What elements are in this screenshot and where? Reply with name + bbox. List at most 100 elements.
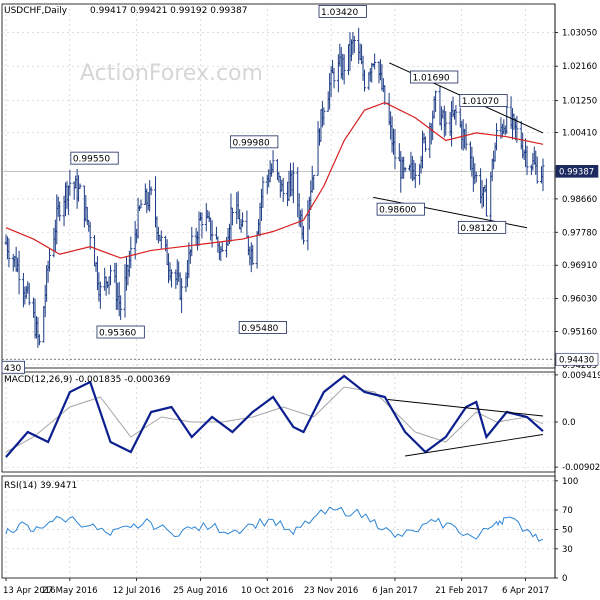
y-tick-label: 70: [562, 506, 573, 516]
ohlc-readout: 0.99417 0.99421 0.99192 0.99387: [90, 6, 247, 16]
rsi-panel: [5, 506, 544, 542]
y-tick-label: 0.96030: [562, 295, 597, 305]
ohlc-bar: [261, 176, 265, 208]
price-point-label-text: 1.01690: [412, 74, 449, 84]
ohlc-bar: [352, 36, 356, 53]
ohlc-bar: [58, 201, 62, 222]
y-tick-label: 0: [562, 574, 567, 584]
signal-line: [5, 386, 544, 453]
ohlc-bar: [37, 334, 41, 346]
ohlc-bar: [362, 69, 366, 92]
level-tag-text: 0.94430: [559, 355, 594, 365]
y-tick-label: 0.95160: [562, 328, 597, 338]
price-point-label-text: 0.98120: [460, 224, 497, 234]
x-tick-label: 10 Oct 2016: [241, 586, 294, 596]
last-price-tag: 0.99387: [555, 165, 599, 178]
y-tick-label: 0.97780: [562, 228, 597, 238]
macd-trendline: [405, 434, 544, 457]
x-tick-label: 6 Jan 2017: [372, 586, 418, 596]
y-tick-label: 0.0: [562, 418, 576, 428]
price-point-label: 0.95480: [238, 321, 287, 334]
price-point-label: 430: [1, 360, 26, 374]
price-title: USDCHF,Daily: [4, 6, 68, 16]
price-point-label-text: 0.95480: [241, 324, 278, 334]
x-tick-label: 12 Jul 2016: [113, 586, 161, 596]
ohlc-bar: [220, 241, 224, 253]
price-point-label-box: [376, 202, 425, 216]
price-point-label-box: [318, 5, 367, 18]
ohlc-bar: [281, 177, 285, 202]
ohlc-bar: [180, 278, 184, 313]
ohlc-bar: [139, 199, 143, 209]
ohlc-bar: [241, 212, 245, 227]
ohlc-bar: [434, 90, 438, 113]
y-tick-label: 1.00410: [562, 129, 597, 139]
ohlc-bar: [129, 236, 133, 269]
ohlc-bar: [474, 171, 478, 183]
ohlc-bar: [525, 145, 529, 176]
ohlc-bar: [535, 156, 539, 184]
ohlc-bar: [413, 162, 417, 189]
ohlc-bar: [495, 123, 499, 151]
price-point-label-text: 1.01070: [462, 97, 499, 107]
ohlc-bar: [159, 230, 163, 249]
y-tick-label: 50: [562, 525, 573, 535]
ohlc-bar: [169, 269, 173, 288]
ohlc-bar: [119, 295, 123, 320]
level-tag: 0.94430: [555, 352, 599, 366]
last-price-tag-text: 0.99387: [559, 167, 594, 177]
y-tick-label: 100: [562, 477, 578, 487]
price-point-label-text: 0.98600: [379, 206, 416, 216]
ohlc-bar: [78, 183, 82, 189]
ohlc-bar: [302, 225, 306, 245]
ohlc-bar: [251, 244, 255, 265]
x-tick-label: 23 Nov 2016: [304, 586, 358, 596]
price-point-label-text: 430: [4, 364, 21, 374]
price-point-label-box: [230, 135, 279, 149]
ohlc-bar: [393, 129, 397, 170]
price-point-label-box: [96, 325, 145, 339]
ohlc-bar: [108, 265, 112, 286]
rsi-line: [5, 506, 544, 542]
y-tick-label: 0.96910: [562, 261, 597, 271]
y-tick-label: 1.03050: [562, 28, 597, 38]
ohlc-bar: [271, 150, 275, 173]
y-tick-label: 0.009419: [562, 371, 600, 381]
ohlc-bar: [291, 162, 295, 204]
ohlc-bar: [423, 136, 427, 152]
price-point-label-box: [70, 151, 119, 165]
ohlc-bar: [342, 54, 346, 85]
y-tick-label: 0.98660: [562, 195, 597, 205]
ohlc-bar: [484, 178, 488, 217]
y-tick-label: 0.94285: [562, 361, 597, 371]
ohlc-bar: [200, 212, 204, 239]
ohlc-bar: [68, 169, 72, 196]
ohlc-bar: [48, 248, 52, 272]
moving-average-line: [5, 101, 544, 259]
price-point-label-box: [457, 220, 507, 234]
ohlc-bar: [454, 105, 458, 126]
price-panel: 1.03420 1.01690 1.01070 0.99980 0.99550 0.986…: [1, 5, 599, 374]
y-tick-label: -0.009024: [562, 463, 600, 473]
price-point-label-box: [410, 70, 459, 84]
x-tick-label: 25 Aug 2016: [173, 586, 227, 596]
level-tag-box: [555, 352, 599, 366]
price-point-label-box: [1, 360, 26, 374]
x-tick-label: 13 Apr 2016: [3, 586, 56, 596]
price-point-label-box: [238, 321, 287, 334]
macd-title: MACD(12,26,9) -0.001835 -0.000369: [4, 375, 171, 385]
macd-panel: [5, 374, 544, 458]
ohlc-bar: [27, 282, 31, 306]
ohlc-bar: [373, 53, 377, 70]
price-point-label: 1.01690: [410, 70, 459, 84]
last-price-tag-box: [555, 165, 599, 178]
y-tick-label: 1.01250: [562, 97, 597, 107]
price-point-label-text: 0.99980: [232, 138, 269, 148]
ohlc-bar: [444, 111, 448, 136]
x-tick-label: 27 May 2016: [42, 586, 97, 596]
x-tick-label: 21 Feb 2017: [435, 586, 488, 596]
macd-line: [5, 374, 544, 458]
ohlc-bar: [88, 221, 92, 250]
